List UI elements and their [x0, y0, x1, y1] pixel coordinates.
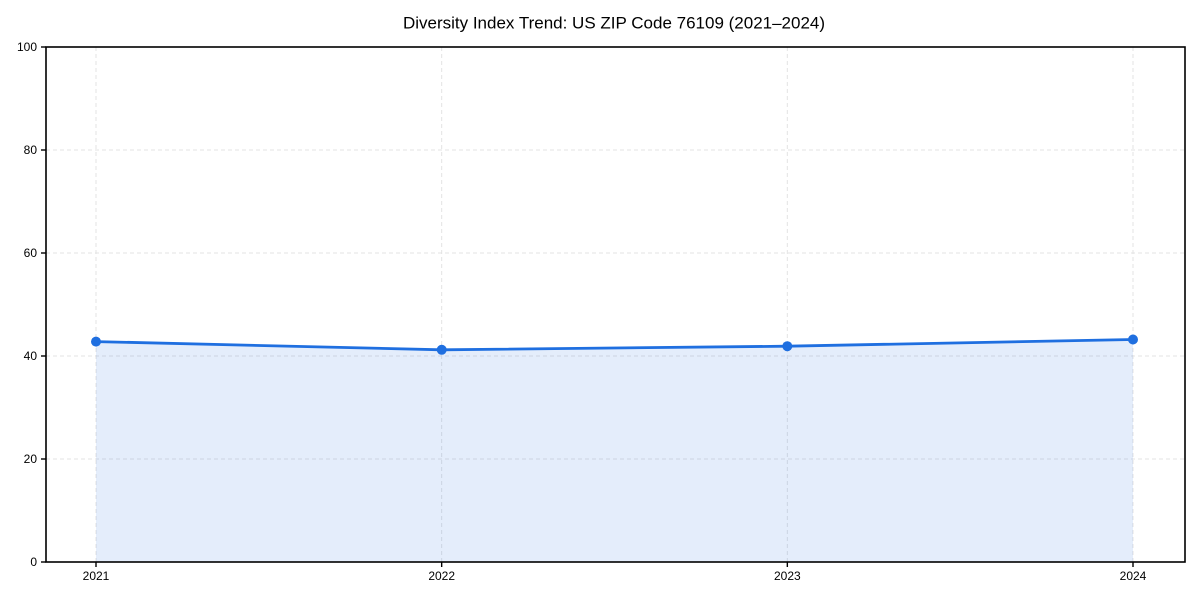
x-tick-label: 2024 [1120, 569, 1147, 583]
x-tick-label: 2023 [774, 569, 801, 583]
plot-border [45, 46, 1186, 563]
data-point-marker [782, 341, 793, 352]
y-tick-label: 40 [24, 349, 38, 363]
y-tick-label: 100 [17, 40, 37, 54]
area-fill-path [96, 339, 1133, 562]
area-fill [96, 339, 1133, 562]
data-point-marker [436, 344, 447, 355]
axes: 0 20 40 60 80 100 2021 2022 2023 2024 [17, 40, 1186, 583]
x-tick-label: 2022 [428, 569, 455, 583]
data-points [91, 334, 1138, 355]
data-point-marker [1128, 334, 1138, 345]
gridlines [46, 47, 1185, 562]
trend-line-path [94, 338, 1135, 352]
chart-title: Diversity Index Trend: US ZIP Code 76109… [403, 14, 825, 33]
x-tick-label: 2021 [83, 569, 110, 583]
y-tick-label: 80 [24, 143, 38, 157]
data-point-marker [91, 336, 101, 347]
trend-line [94, 338, 1135, 352]
y-tick-label: 20 [24, 452, 38, 466]
y-tick-label: 60 [24, 246, 38, 260]
y-tick-label: 0 [30, 555, 37, 569]
